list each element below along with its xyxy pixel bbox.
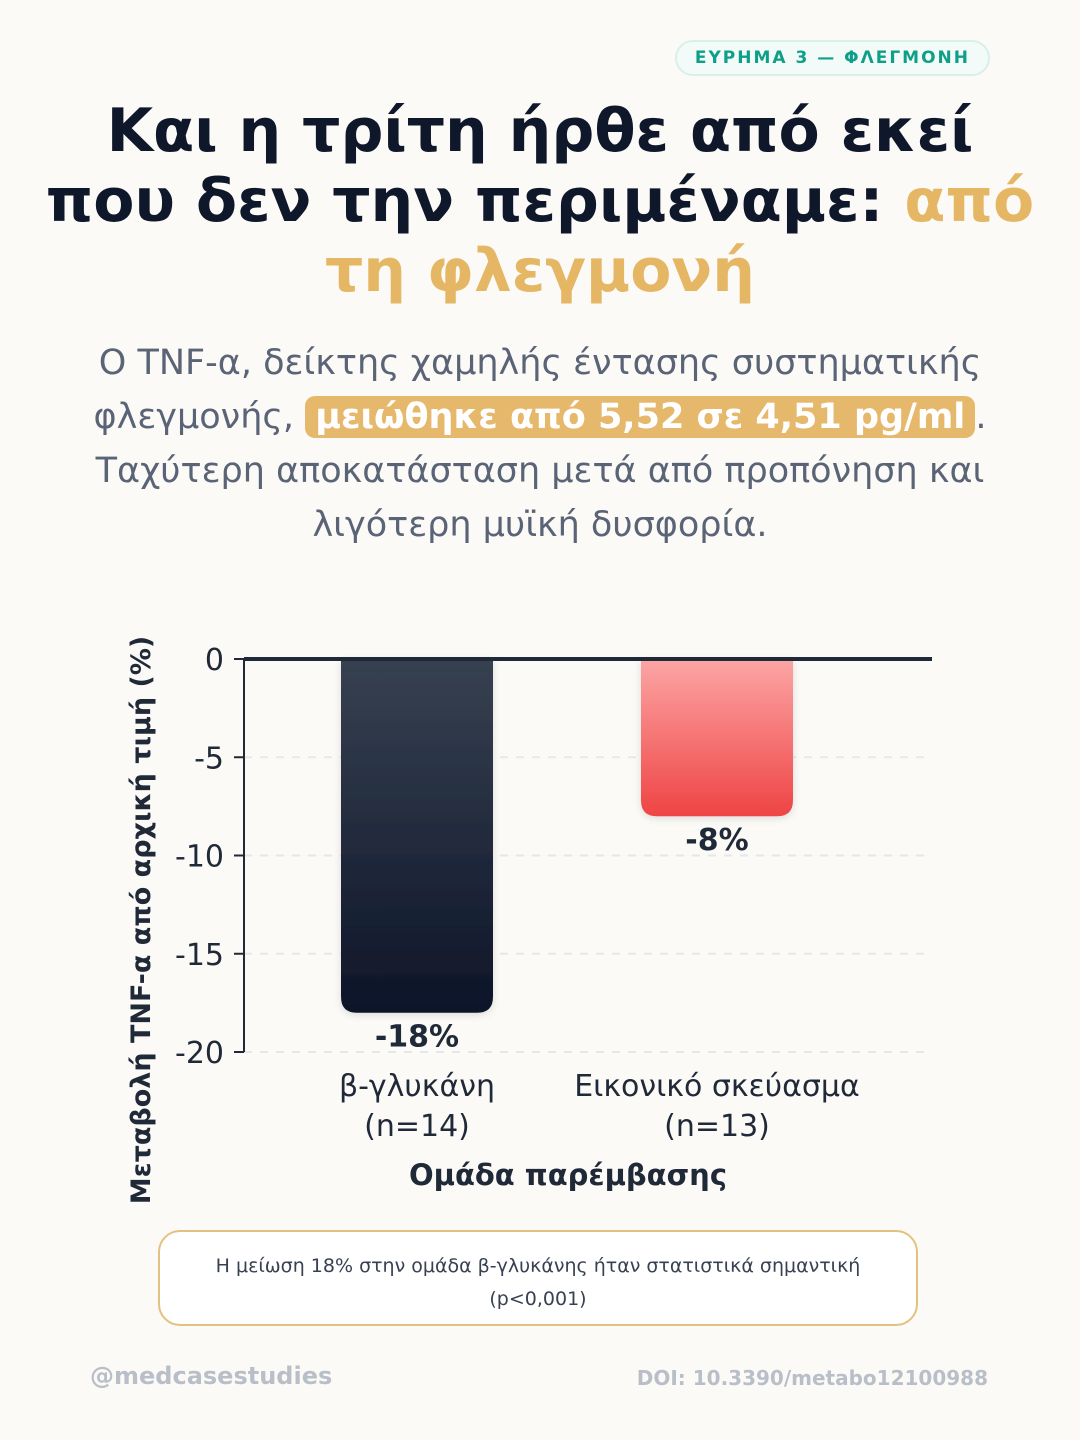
tnf-bar-chart: -18% -8% 0 -5 -10 -15 -20 β-γλυκάνη (n=14) Εικον… (126, 636, 932, 1205)
title-main: Και η τρίτη ήρθε από εκεί που δεν την πε… (45, 96, 974, 236)
lead-text-2: . Ταχύτερη αποκατάσταση μετά από προπόνη… (95, 397, 987, 545)
bar-value-label: -8% (685, 823, 748, 858)
y-tick-label: -20 (175, 1036, 224, 1071)
bar-beta-glucan (341, 659, 493, 1013)
title-accent: από τη φλεγμονή (324, 166, 1035, 306)
bar-placebo (641, 659, 793, 817)
y-tick-label: -15 (175, 938, 224, 973)
bar-value-label: -18% (375, 1020, 459, 1055)
x-tick-label: Εικονικό σκεύασμα (574, 1069, 860, 1104)
doi-reference: DOI: 10.3390/metabo12100988 (636, 1366, 988, 1390)
lead-text-1: Ο TNF-α, δείκτης χαμηλής έντασης συστημα… (93, 343, 982, 437)
y-tick-label: -5 (194, 741, 224, 776)
author-handle: @medcasestudies (90, 1362, 333, 1390)
lead-paragraph: Ο TNF-α, δείκτης χαμηλής έντασης συστημα… (60, 336, 1020, 552)
lead-highlight: μειώθηκε από 5,52 σε 4,51 pg/ml (305, 396, 976, 438)
page-title: Και η τρίτη ήρθε από εκεί που δεν την πε… (40, 96, 1040, 306)
y-axis-label: Μεταβολή TNF-α από αρχική τιμή (%) (126, 636, 157, 1205)
x-tick-sample-size: (n=13) (664, 1109, 770, 1144)
x-tick-label: β-γλυκάνη (339, 1069, 495, 1104)
y-tick-label: -10 (175, 840, 224, 875)
x-axis-label: Ομάδα παρέμβασης (409, 1158, 727, 1192)
y-tick-label: 0 (205, 643, 224, 678)
significance-note: Η μείωση 18% στην ομάδα β-γλυκάνης ήταν … (158, 1230, 918, 1326)
x-tick-sample-size: (n=14) (364, 1109, 470, 1144)
finding-badge: ΕΥΡΗΜΑ 3 — ΦΛΕΓΜΟΝΗ (674, 40, 990, 76)
